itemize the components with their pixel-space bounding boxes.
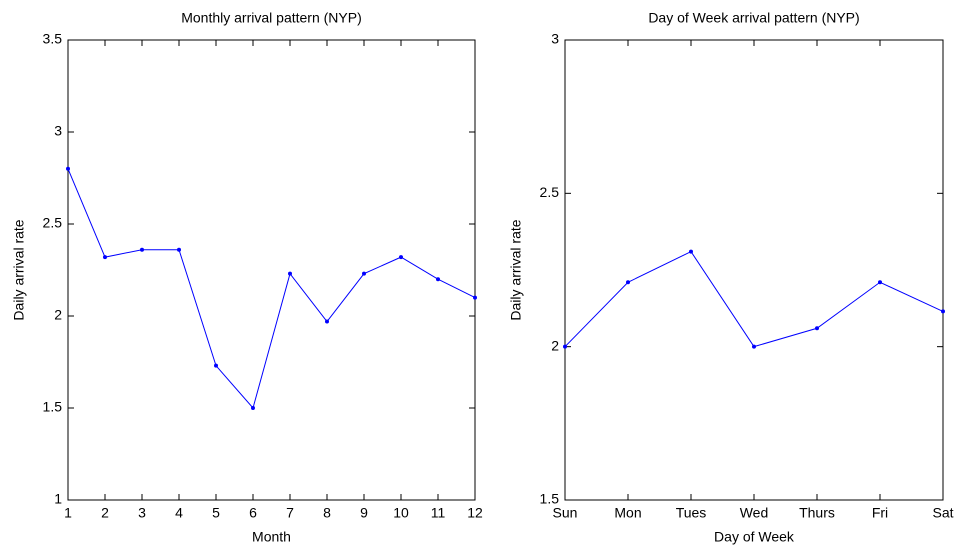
data-point	[251, 406, 255, 410]
plot-area	[564, 39, 944, 501]
x-axis-label: Day of Week	[714, 529, 795, 545]
data-point	[752, 344, 756, 349]
data-point	[214, 363, 218, 368]
y-tick-label: 3	[551, 31, 559, 47]
x-tick-label: Sat	[932, 505, 953, 521]
data-point	[103, 255, 107, 260]
data-point	[288, 271, 292, 276]
y-tick-label: 1	[54, 491, 62, 507]
y-tick-label: 2	[551, 337, 559, 353]
data-line	[564, 250, 944, 348]
x-tick-label: Tues	[676, 505, 707, 521]
x-tick-label: Mon	[614, 505, 641, 521]
data-point	[626, 280, 630, 285]
data-point	[66, 166, 70, 171]
data-point	[941, 309, 945, 314]
x-tick-label: 9	[360, 505, 368, 521]
chart-title: Monthly arrival pattern (NYP)	[181, 10, 362, 26]
x-axis-label: Month	[252, 529, 291, 545]
x-tick-label: 7	[286, 505, 294, 521]
data-point	[815, 326, 819, 331]
data-point	[473, 295, 477, 300]
x-tick-label: 3	[138, 505, 146, 521]
plot-area	[67, 39, 476, 501]
y-tick-label: 2	[54, 307, 62, 323]
y-tick-label: 1.5	[43, 399, 63, 415]
x-tick-label: 6	[249, 505, 257, 521]
y-tick-label: 2.5	[43, 215, 63, 231]
y-axis-label: Daily arrival rate	[508, 219, 524, 320]
x-tick-label: Sun	[553, 505, 578, 521]
data-point	[563, 344, 567, 349]
x-tick-label: Fri	[872, 505, 888, 521]
x-tick-label: 1	[64, 505, 72, 521]
x-tick-label: 12	[467, 505, 483, 521]
data-point	[325, 319, 329, 324]
data-point	[177, 247, 181, 252]
y-tick-label: 3.5	[43, 31, 63, 47]
x-tick-label: 8	[323, 505, 331, 521]
data-point	[689, 249, 693, 254]
x-tick-label: 4	[175, 505, 183, 521]
x-tick-label: Wed	[740, 505, 769, 521]
y-tick-label: 1.5	[540, 491, 560, 507]
y-tick-label: 3	[54, 123, 62, 139]
x-tick-label: 5	[212, 505, 220, 521]
x-tick-label: 2	[101, 505, 109, 521]
data-point	[362, 271, 366, 276]
x-tick-label: 11	[431, 505, 446, 521]
y-tick-label: 2.5	[540, 184, 560, 200]
data-line	[67, 168, 476, 410]
x-tick-label: Thurs	[799, 505, 835, 521]
data-point	[399, 255, 403, 260]
x-tick-label: 10	[393, 505, 409, 521]
y-axis-label: Daily arrival rate	[11, 219, 27, 320]
data-point	[140, 247, 144, 252]
data-point	[436, 277, 440, 282]
chart-title: Day of Week arrival pattern (NYP)	[648, 10, 859, 26]
data-point	[878, 280, 882, 285]
